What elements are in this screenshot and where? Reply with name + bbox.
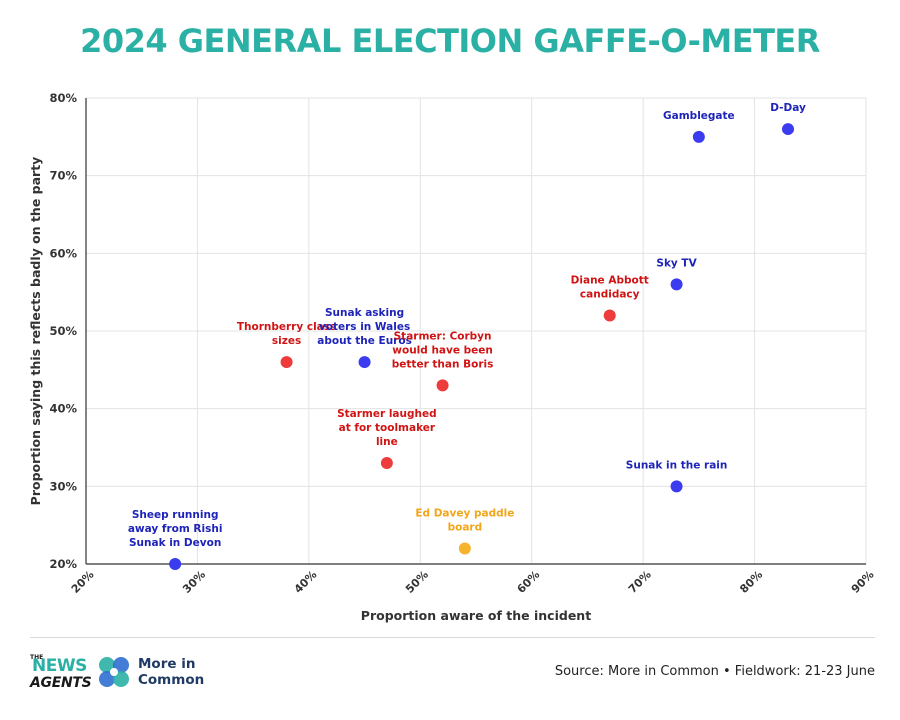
point-label: voters in Wales <box>319 321 410 333</box>
news-agents-logo-news: NEWS <box>32 656 87 676</box>
point-label: board <box>448 521 483 533</box>
x-tick-label: 90% <box>849 568 877 596</box>
y-axis-label: Proportion saying this reflects badly on… <box>28 157 43 506</box>
axes <box>85 98 866 565</box>
point-label: Sunak asking <box>325 307 404 319</box>
data-point <box>782 123 794 136</box>
y-tick-label: 60% <box>49 246 77 260</box>
y-tick-label: 80% <box>49 91 77 105</box>
data-point <box>436 379 449 392</box>
y-tick-label: 20% <box>49 557 77 571</box>
footer-divider <box>30 637 875 638</box>
y-tick-label: 70% <box>49 169 77 183</box>
x-tick-label: 60% <box>515 568 543 596</box>
point-label: Starmer laughed <box>337 408 437 420</box>
x-tick-label: 50% <box>403 568 431 596</box>
more-in-common-logo-icon <box>99 657 129 687</box>
data-points <box>169 123 794 570</box>
point-label: Thornberry class <box>237 321 336 333</box>
x-tick-label: 30% <box>180 568 208 596</box>
data-point <box>358 356 371 369</box>
data-point <box>692 130 705 143</box>
point-label: Sheep running <box>132 509 219 521</box>
point-label: at for toolmaker <box>339 422 436 434</box>
data-point <box>670 278 683 291</box>
x-tick-label: 70% <box>626 568 654 596</box>
data-point <box>280 356 293 369</box>
point-label: Sunak in Devon <box>129 537 221 549</box>
point-label: about the Euros <box>317 335 412 347</box>
point-label: Starmer: Corbyn <box>394 330 492 342</box>
point-label: Sunak in the rain <box>626 459 728 471</box>
chart-title: 2024 GENERAL ELECTION GAFFE-O-METER <box>80 22 820 60</box>
news-agents-logo: THE NEWS AGENTS <box>30 654 92 694</box>
x-tick-label: 40% <box>292 568 320 596</box>
data-point <box>458 542 471 555</box>
data-point <box>603 309 616 322</box>
point-label: sizes <box>272 335 301 347</box>
point-label: Sky TV <box>656 257 697 269</box>
y-tick-label: 30% <box>49 479 77 493</box>
source-note: Source: More in Common • Fieldwork: 21-2… <box>554 664 875 679</box>
point-label: away from Rishi <box>128 523 223 535</box>
more-in-common-logo-text: More in Common <box>138 656 204 688</box>
data-point <box>670 480 683 493</box>
point-labels: D-Day Gamblegate Sky TV Diane Abbott candida… <box>128 102 806 549</box>
y-tick-label: 40% <box>49 402 77 416</box>
y-tick-labels: 20% 30% 40% 50% 60% 70% 80% <box>49 91 77 571</box>
point-label: better than Boris <box>392 358 494 370</box>
point-label: Ed Davey paddle <box>415 507 514 519</box>
x-axis-label: Proportion aware of the incident <box>361 608 591 623</box>
point-label: candidacy <box>580 288 640 300</box>
point-label: would have been <box>392 344 493 356</box>
news-agents-logo-the: THE <box>30 654 44 661</box>
x-tick-label: 20% <box>69 568 97 596</box>
more-in-common-line2: Common <box>138 672 205 688</box>
point-label: Gamblegate <box>663 110 735 122</box>
y-tick-label: 50% <box>49 324 77 338</box>
point-label: line <box>376 436 398 448</box>
point-label: Diane Abbott <box>571 274 649 286</box>
news-agents-logo-agents: AGENTS <box>30 675 92 691</box>
x-tick-labels: 20% 30% 40% 50% 60% 70% 80% 90% <box>69 568 877 596</box>
point-label: D-Day <box>770 102 806 114</box>
data-point <box>380 457 393 470</box>
data-point <box>169 558 182 570</box>
more-in-common-line1: More in <box>138 656 196 672</box>
x-tick-label: 80% <box>737 568 765 596</box>
